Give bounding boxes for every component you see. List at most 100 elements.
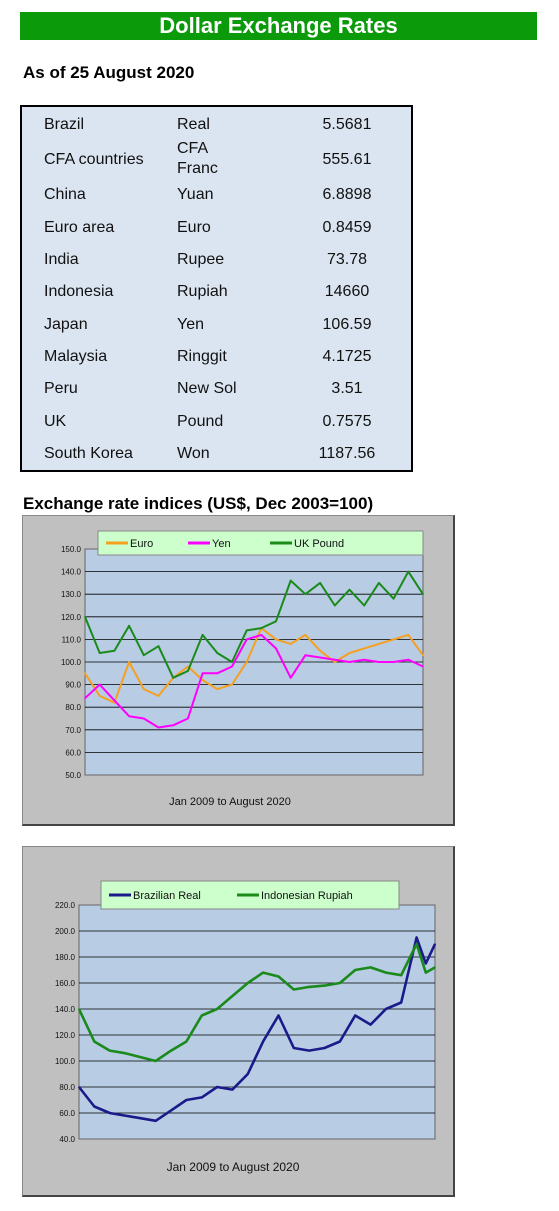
data-point (231, 995, 234, 997)
legend-label: Indonesian Rupiah (261, 890, 353, 902)
data-point (363, 647, 366, 650)
country-name: Japan (44, 316, 88, 333)
y-tick-label: 220.0 (55, 901, 76, 910)
data-point (363, 658, 366, 661)
data-point (245, 661, 248, 663)
data-point (434, 966, 436, 969)
rate-value: 14660 (324, 283, 370, 300)
data-point (142, 688, 145, 690)
data-point (216, 652, 219, 654)
data-point (78, 1086, 80, 1088)
data-point (260, 627, 263, 629)
rate-value: 3.51 (331, 380, 363, 397)
y-tick-label: 140.0 (55, 1005, 76, 1014)
data-point (187, 665, 189, 668)
x-axis-caption: Jan 2009 to August 2020 (167, 1160, 300, 1174)
currency-name: Real (177, 116, 210, 133)
y-tick-label: 130.0 (61, 590, 82, 599)
y-tick-label: 110.0 (62, 635, 82, 644)
series-line-2 (84, 570, 424, 679)
data-point (275, 638, 277, 641)
country-name: UK (44, 413, 67, 430)
data-point (407, 658, 410, 661)
y-tick-label: 80.0 (65, 703, 81, 712)
rate-value: 4.1725 (322, 348, 372, 365)
currency-name: Yuan (177, 186, 214, 203)
rate-value: 106.59 (322, 316, 372, 333)
data-point (98, 695, 101, 697)
legend-label: UK Pound (294, 538, 344, 550)
data-point (187, 717, 189, 720)
data-point (93, 1040, 96, 1043)
data-point (277, 1014, 280, 1017)
rate-value: 6.8898 (322, 186, 372, 203)
data-point (378, 643, 380, 645)
data-point (187, 670, 189, 672)
data-point (231, 665, 233, 668)
y-tick-label: 120.0 (55, 1031, 76, 1040)
page-title: Dollar Exchange Rates (20, 12, 537, 40)
y-tick-label: 120.0 (61, 613, 82, 622)
legend-label: Brazilian Real (133, 890, 201, 902)
data-point (424, 962, 427, 965)
data-point (400, 974, 403, 976)
data-point (154, 1120, 157, 1122)
data-point (245, 629, 248, 632)
as-of-date: As of 25 August 2020 (23, 63, 195, 82)
data-point (200, 1096, 203, 1099)
country-name: Brazil (44, 116, 85, 133)
y-tick-label: 40.0 (59, 1135, 75, 1144)
y-tick-label: 150.0 (61, 545, 82, 554)
data-point (424, 971, 427, 974)
currency-name: Yen (177, 316, 204, 333)
currency-name: CFA Franc (177, 140, 218, 177)
rate-value: 0.8459 (322, 219, 372, 236)
currency-name: Euro (177, 219, 211, 236)
y-tick-label: 50.0 (65, 771, 81, 780)
data-point (304, 634, 307, 636)
data-point (231, 1088, 234, 1091)
data-point (108, 1049, 111, 1052)
data-point (308, 986, 310, 988)
data-point (128, 625, 130, 627)
x-axis-caption: Jan 2009 to August 2020 (169, 796, 291, 808)
data-point (339, 982, 341, 984)
data-point (216, 1008, 218, 1010)
y-tick-label: 160.0 (55, 979, 76, 988)
data-point (304, 593, 307, 595)
data-point (304, 654, 307, 657)
data-point (128, 715, 130, 718)
data-point (216, 688, 219, 690)
data-point (348, 661, 351, 663)
data-point (124, 1052, 126, 1054)
plot-area (78, 904, 436, 1140)
rate-value: 1187.56 (318, 445, 376, 462)
data-point (157, 645, 160, 647)
y-tick-label: 140.0 (61, 568, 82, 577)
data-point (422, 654, 424, 657)
data-point (157, 726, 160, 729)
data-point (319, 656, 321, 659)
data-point (84, 672, 86, 675)
currency-name: Won (177, 445, 210, 462)
data-point (422, 665, 424, 668)
y-tick-label: 70.0 (65, 726, 81, 735)
currency-name: New Sol (177, 380, 237, 397)
country-name: Indonesia (44, 283, 114, 300)
data-point (84, 697, 86, 699)
data-point (354, 1014, 357, 1017)
data-point (139, 1056, 142, 1058)
series-line-1 (84, 633, 424, 729)
data-point (154, 1060, 157, 1062)
country-name: Euro area (44, 219, 115, 236)
data-point (385, 971, 387, 974)
data-point (262, 971, 264, 974)
data-point (170, 1109, 172, 1112)
country-name: China (44, 186, 86, 203)
data-point (334, 658, 336, 661)
data-point (334, 661, 336, 663)
currency-name: Rupee (177, 251, 225, 268)
y-tick-label: 60.0 (59, 1109, 75, 1118)
data-point (142, 654, 145, 657)
data-point (185, 1040, 188, 1043)
